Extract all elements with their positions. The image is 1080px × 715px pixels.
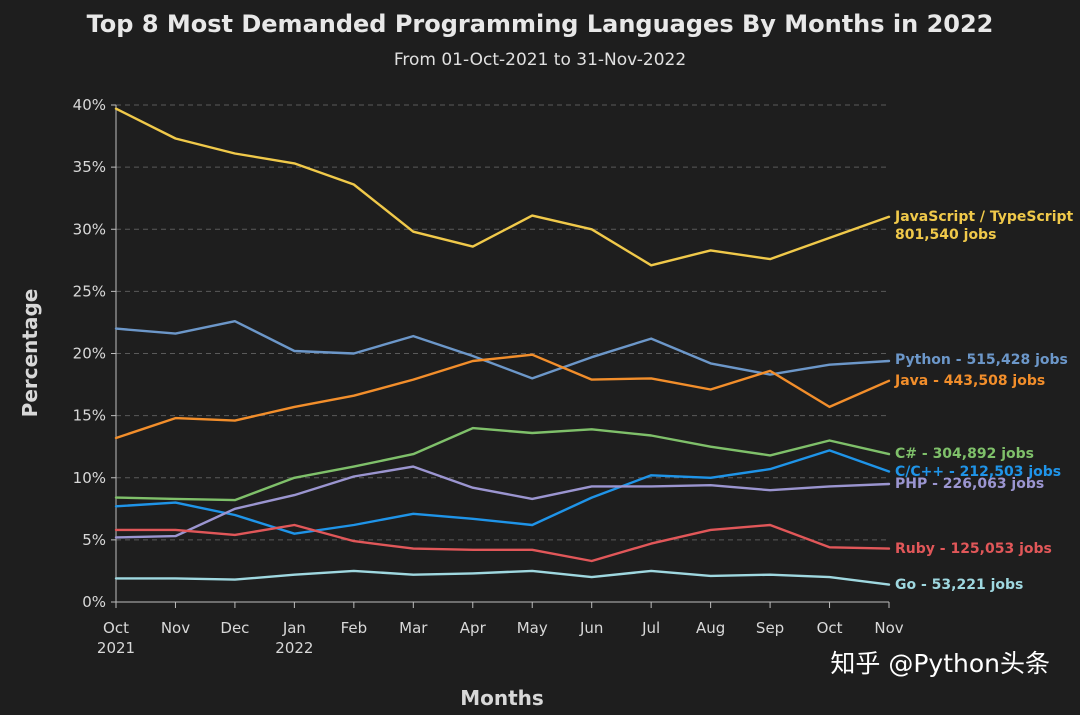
y-tick-label: 20% [73,345,106,363]
series-label: Python - 515,428 jobs [895,352,1068,368]
series-line-ruby [114,523,891,563]
axes: 0% 5% 10% 15% 20% 25% 30% 35% 40% Oct 2021 Nov Dec Ja… [73,96,904,657]
series-label: Go - 53,221 jobs [895,577,1023,593]
y-tick-label: 30% [73,220,106,238]
series-label-jobs: 801,540 jobs [895,227,996,243]
x-tick-label: Nov [874,619,903,637]
series-label: Java - 443,508 jobs [894,373,1045,389]
x-tick-year-label: 2022 [275,639,313,657]
series-label: PHP - 226,063 jobs [895,476,1044,492]
series-lines [114,107,891,586]
chart-title: Top 8 Most Demanded Programming Language… [87,10,994,38]
series-line-php [114,465,891,539]
y-tick-label: 0% [82,593,106,611]
x-tick-label: Jun [579,619,603,637]
x-tick-label: Jan [282,619,306,637]
y-tick-label: 10% [73,469,106,487]
x-tick-label: Oct [103,619,129,637]
series-label: Ruby - 125,053 jobs [895,541,1052,557]
series-line-javascript-typescript [114,107,891,267]
x-tick-label: Nov [161,619,190,637]
y-tick-label: 35% [73,158,106,176]
x-axis-title: Months [460,686,544,710]
x-tick-label: Feb [341,619,368,637]
x-tick-label: Oct [817,619,843,637]
x-tick-year-label: 2021 [97,639,135,657]
grid [116,104,889,541]
x-tick-label: May [517,619,548,637]
series-line-go [114,569,891,586]
y-tick-label: 40% [73,96,106,114]
x-tick-label: Apr [460,619,487,637]
series-label: C/C++ - 212,503 jobs [895,464,1061,480]
x-tick-label: Sep [756,619,784,637]
series-line-python [114,320,891,380]
y-axis-title: Percentage [18,289,42,418]
x-tick-label: Mar [399,619,428,637]
chart-subtitle: From 01-Oct-2021 to 31-Nov-2022 [394,50,686,70]
series-line-java [114,353,891,440]
series-label: JavaScript / TypeScript [894,209,1074,225]
series-line-c-c [114,449,891,535]
watermark: 知乎 @Python头条 [830,649,1050,678]
series-line-c [114,426,891,502]
x-tick-label: Jul [641,619,660,637]
y-tick-label: 15% [73,407,106,425]
series-labels: JavaScript / TypeScript 801,540 jobs Pytho… [894,209,1074,593]
y-tick-label: 5% [82,531,106,549]
x-tick-label: Dec [220,619,249,637]
series-label: C# - 304,892 jobs [895,446,1034,462]
y-tick-label: 25% [73,282,106,300]
x-tick-label: Aug [696,619,725,637]
